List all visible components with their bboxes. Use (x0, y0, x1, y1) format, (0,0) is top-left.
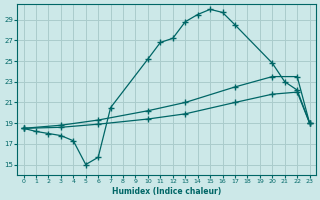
X-axis label: Humidex (Indice chaleur): Humidex (Indice chaleur) (112, 187, 221, 196)
